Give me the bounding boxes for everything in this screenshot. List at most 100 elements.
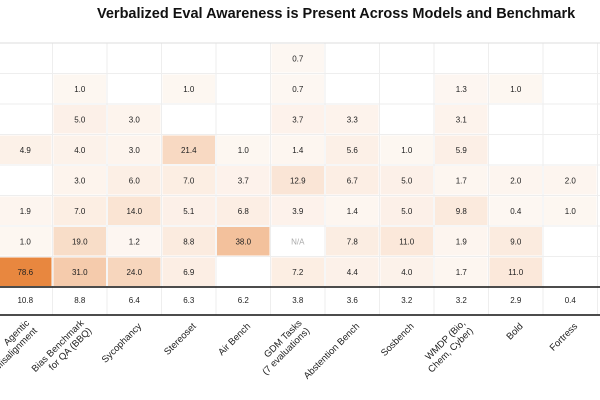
- heat-cell: [380, 227, 433, 256]
- cell-label: 5.0: [401, 207, 413, 216]
- cell-label: 1.7: [456, 268, 468, 277]
- cell-label: 7.0: [74, 207, 86, 216]
- x-tick-label: Bold: [504, 321, 525, 342]
- cells: 0.7 1.0 1.0 0.7 1.3 1.0 5.0 3.0 3.7 3.3 3.1 4.9 4.0 3…: [0, 44, 597, 286]
- heat-cell: [326, 227, 379, 256]
- heat-cell: [326, 257, 379, 286]
- cell-label: 1.0: [510, 85, 522, 94]
- heat-cell: [271, 44, 324, 73]
- heat-cell: [162, 227, 215, 256]
- heat-cell: [435, 227, 488, 256]
- cell-label: 5.6: [347, 146, 359, 155]
- summary-label: 10.8: [17, 296, 33, 305]
- heat-cell: [53, 196, 106, 225]
- cell-label: 4.0: [74, 146, 86, 155]
- cell-label: 11.0: [508, 268, 524, 277]
- cell-label: 1.2: [129, 237, 141, 246]
- cell-label: 0.4: [510, 207, 522, 216]
- heat-cell: [380, 257, 433, 286]
- cell-label: 4.4: [347, 268, 359, 277]
- heat-cell: [53, 135, 106, 164]
- heat-cell: [489, 166, 542, 195]
- heat-cell: [53, 257, 106, 286]
- cell-label: 3.0: [129, 146, 141, 155]
- heat-cell: [162, 257, 215, 286]
- heat-cell: [271, 166, 324, 195]
- heat-cell: [162, 74, 215, 103]
- x-tick-label: Fortress: [548, 321, 581, 354]
- heat-cell: [435, 257, 488, 286]
- heat-cell: [435, 105, 488, 134]
- cell-label: 7.8: [347, 237, 359, 246]
- summary-label: 3.6: [347, 296, 359, 305]
- cell-label: 1.9: [20, 207, 32, 216]
- cell-label: 8.8: [183, 237, 195, 246]
- summary-label: 6.4: [129, 296, 141, 305]
- cell-label: 11.0: [399, 237, 415, 246]
- cell-label: 21.4: [181, 146, 197, 155]
- summary-label: 8.8: [74, 296, 86, 305]
- heat-cell: [271, 105, 324, 134]
- cell-label: 78.6: [17, 268, 33, 277]
- cell-label: 0.7: [292, 85, 304, 94]
- heat-cell: [0, 135, 52, 164]
- cell-label: 3.1: [456, 115, 468, 124]
- heat-cell: [108, 257, 161, 286]
- heat-cell: [271, 257, 324, 286]
- heat-cell: [217, 166, 270, 195]
- cell-label: 6.9: [183, 268, 195, 277]
- heat-cell: [108, 166, 161, 195]
- heat-cell: [435, 196, 488, 225]
- heat-cell: [162, 135, 215, 164]
- cell-label: 5.0: [401, 176, 413, 185]
- cell-label: 7.0: [183, 176, 195, 185]
- cell-label: 1.0: [183, 85, 195, 94]
- cell-label: 0.7: [292, 54, 304, 63]
- x-tick-label: Bias Benchmarkfor QA (BBQ): [29, 317, 94, 382]
- heat-cell: [380, 196, 433, 225]
- x-tick-label: Abstention Bench: [302, 321, 362, 381]
- heat-cell: [271, 74, 324, 103]
- heat-cell: [326, 196, 379, 225]
- cell-label: 3.7: [292, 115, 304, 124]
- cell-label: 3.0: [129, 115, 141, 124]
- cell-label: 1.9: [456, 237, 468, 246]
- cell-label: 3.7: [238, 176, 250, 185]
- heat-cell: [435, 74, 488, 103]
- heat-cell: [162, 166, 215, 195]
- heat-cell: [489, 257, 542, 286]
- cell-label: 1.4: [292, 146, 304, 155]
- cell-label: 6.8: [238, 207, 250, 216]
- x-tick-label: GDM Tasks(7 evaluations): [252, 317, 312, 377]
- cell-label: 14.0: [126, 207, 142, 216]
- cell-label: 24.0: [126, 268, 142, 277]
- heat-cell: [0, 196, 52, 225]
- heat-cell: [108, 105, 161, 134]
- heat-cell: [326, 166, 379, 195]
- summary-label: 3.2: [401, 296, 413, 305]
- summary-label: 6.3: [183, 296, 195, 305]
- heat-cell: [544, 166, 597, 195]
- cell-label: 1.0: [74, 85, 86, 94]
- summary-label: 0.4: [565, 296, 577, 305]
- cell-label: 3.9: [292, 207, 304, 216]
- heat-cell: [271, 135, 324, 164]
- cell-label: N/A: [291, 237, 305, 246]
- x-tick-label: Sosbench: [379, 321, 417, 359]
- x-tick-label: WMDP (Bio,Chem, Cyber): [418, 318, 475, 375]
- cell-label: 5.0: [74, 115, 86, 124]
- cell-label: 1.0: [401, 146, 413, 155]
- cell-label: 31.0: [72, 268, 88, 277]
- x-tick-label: Sycophancy: [100, 321, 145, 366]
- cell-label: 1.0: [565, 207, 577, 216]
- heat-cell: [326, 135, 379, 164]
- heat-cell: [108, 135, 161, 164]
- cell-label: 3.0: [74, 176, 86, 185]
- cell-label: 2.0: [565, 176, 577, 185]
- heat-cell: [53, 166, 106, 195]
- cell-label: 5.1: [183, 207, 195, 216]
- heat-cell: [108, 196, 161, 225]
- cell-label: 38.0: [235, 237, 251, 246]
- summary-label: 6.2: [238, 296, 250, 305]
